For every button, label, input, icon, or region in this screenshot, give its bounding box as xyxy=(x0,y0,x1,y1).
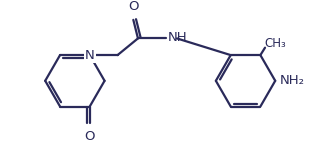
Text: CH₃: CH₃ xyxy=(264,38,286,51)
Text: O: O xyxy=(84,130,95,143)
Text: O: O xyxy=(128,0,139,13)
Text: NH₂: NH₂ xyxy=(280,74,305,87)
Text: NH: NH xyxy=(168,31,187,44)
Text: N: N xyxy=(85,49,95,62)
